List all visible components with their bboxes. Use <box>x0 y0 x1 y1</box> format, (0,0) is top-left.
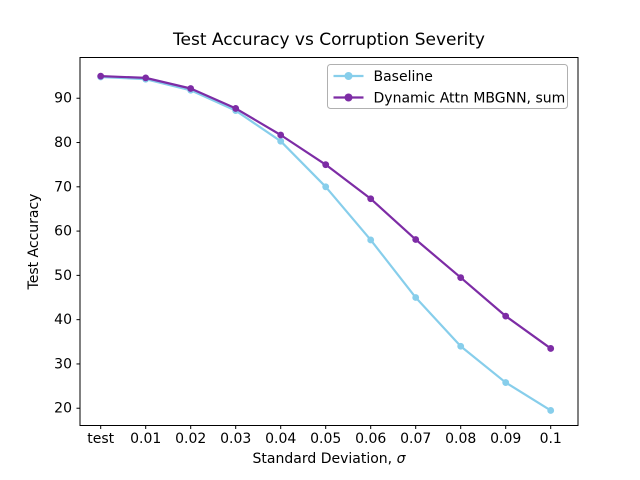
data-point <box>367 195 375 203</box>
chart-title: Test Accuracy vs Corruption Severity <box>172 30 485 50</box>
x-tick-label: 0.02 <box>175 431 206 447</box>
data-point <box>547 407 555 414</box>
data-point <box>277 137 285 145</box>
series-line-0 <box>99 75 552 412</box>
legend-swatch-marker <box>344 93 353 102</box>
x-axis-label: Standard Deviation, σ <box>253 451 407 467</box>
y-axis-label: Test Accuracy <box>26 194 42 291</box>
x-tick-label: 0.1 <box>540 431 562 447</box>
x-tick-label: 0.01 <box>130 431 161 447</box>
legend-label: Dynamic Attn MBGNN, sum <box>374 91 566 107</box>
data-point <box>187 85 195 92</box>
x-tick-label: 0.09 <box>490 431 521 447</box>
data-point <box>232 105 240 112</box>
x-tick-label: 0.07 <box>400 431 431 447</box>
y-tick-label: 90 <box>54 91 72 107</box>
y-tick-label: 60 <box>54 224 72 240</box>
legend-swatch-marker <box>344 72 353 80</box>
data-point <box>412 236 420 243</box>
data-point <box>502 312 510 320</box>
legend-box <box>327 64 568 109</box>
data-point <box>457 274 465 281</box>
x-axis-label-sigma: σ <box>397 451 407 467</box>
y-tick-label: 20 <box>54 401 72 417</box>
x-tick-label: 0.04 <box>265 431 296 447</box>
legend: Baseline Dynamic Attn MBGNN, sum <box>327 64 568 109</box>
data-point <box>142 74 150 82</box>
legend-label: Baseline <box>374 69 433 85</box>
plot-frame <box>79 57 579 426</box>
data-point <box>322 161 330 169</box>
series-line-1 <box>99 74 552 350</box>
y-tick-label: 30 <box>54 356 72 372</box>
y-tick-label: 80 <box>54 135 72 151</box>
data-point <box>97 72 105 80</box>
data-point <box>277 131 285 139</box>
axis-ticks: test 0.01 0.02 0.03 0.04 0.05 0.06 0.07 0.08 0.09… <box>54 91 562 447</box>
data-series <box>97 72 555 414</box>
data-point <box>367 236 375 244</box>
x-axis-label-text: Standard Deviation, <box>253 451 397 467</box>
data-point <box>502 379 510 386</box>
x-tick-label: 0.05 <box>310 431 341 447</box>
data-point <box>412 294 420 301</box>
x-tick-label: 0.06 <box>355 431 386 447</box>
data-point <box>322 183 330 191</box>
y-tick-label: 70 <box>54 179 72 195</box>
data-point <box>547 345 555 352</box>
data-point <box>457 342 465 350</box>
x-tick-label: test <box>87 431 114 447</box>
y-tick-label: 50 <box>54 268 72 284</box>
x-tick-label: 0.08 <box>445 431 476 447</box>
y-tick-label: 40 <box>54 312 72 328</box>
x-tick-label: 0.03 <box>220 431 251 447</box>
